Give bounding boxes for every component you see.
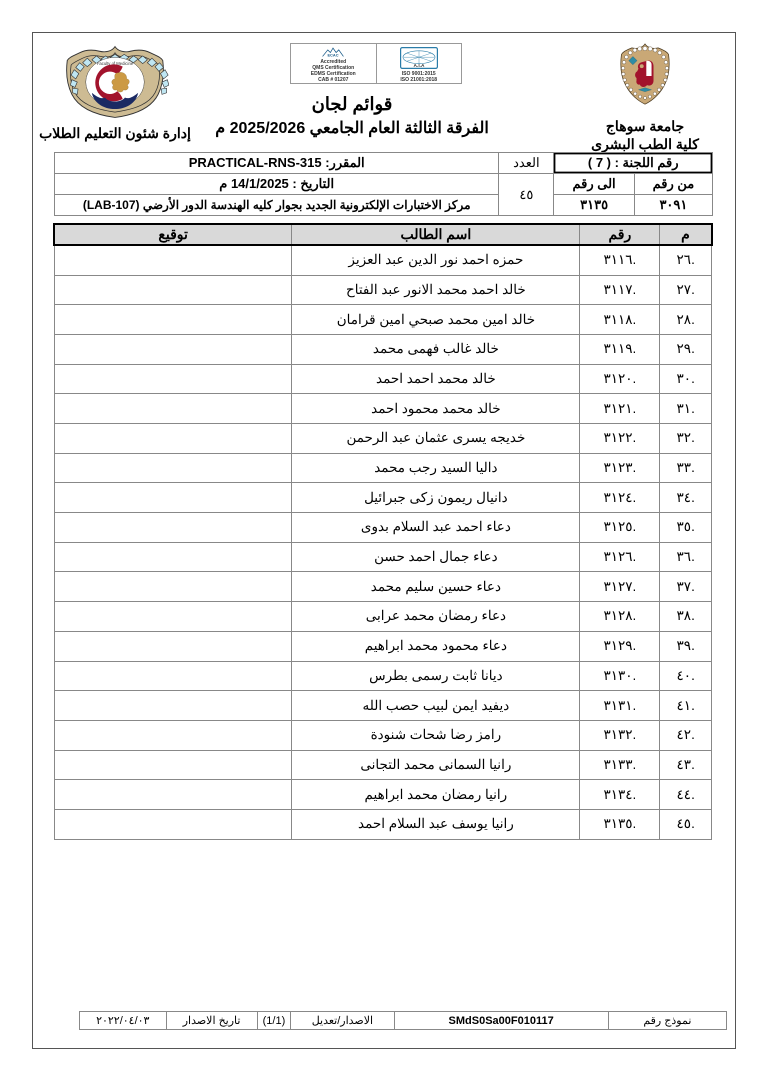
svg-text:ECAC: ECAC (328, 52, 339, 57)
svg-text:A.I.A: A.I.A (413, 63, 424, 69)
